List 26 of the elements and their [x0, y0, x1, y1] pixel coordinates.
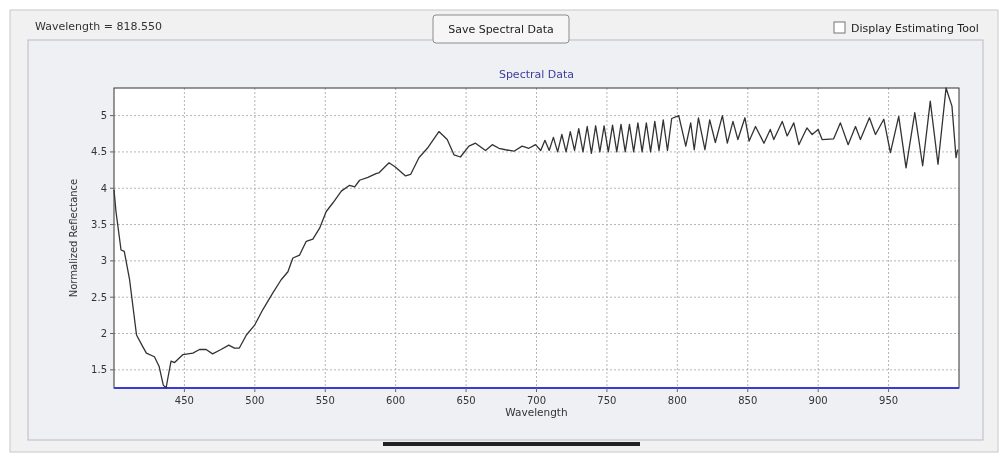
y-tick-label: 2 [100, 328, 107, 340]
x-tick-label: 450 [174, 395, 194, 406]
x-tick-label: 550 [315, 395, 335, 406]
text: Display Estimating Tool [851, 22, 979, 35]
x-tick-label: 600 [386, 395, 406, 406]
x-tick-label: 500 [245, 395, 265, 406]
x-tick-label: 650 [456, 395, 476, 406]
y-tick-label: 3.5 [91, 219, 107, 231]
x-axis-title: Wavelength [505, 406, 568, 418]
y-tick-label: 3 [100, 255, 107, 267]
x-tick-label: 950 [879, 395, 899, 406]
chart-title: Spectral Data [498, 68, 575, 81]
x-tick-label: 750 [597, 395, 617, 406]
x-tick-label: 700 [526, 395, 547, 406]
y-axis-title: Normalized Reflectance [68, 178, 79, 298]
y-tick-label: 2.5 [91, 291, 107, 303]
line-series [113, 87, 959, 389]
text: Wavelength = 818.550 [35, 20, 162, 33]
x-tick-label: 900 [808, 395, 828, 406]
button: Save Spectral Data [432, 14, 570, 44]
x-tick-label: 850 [738, 395, 758, 406]
y-tick-label: 1.5 [91, 364, 107, 376]
x-tick-label: 800 [667, 395, 687, 406]
y-tick-label: 4.5 [91, 146, 107, 158]
y-tick-label: 4 [100, 182, 107, 194]
y-tick-label: 5 [100, 110, 107, 122]
